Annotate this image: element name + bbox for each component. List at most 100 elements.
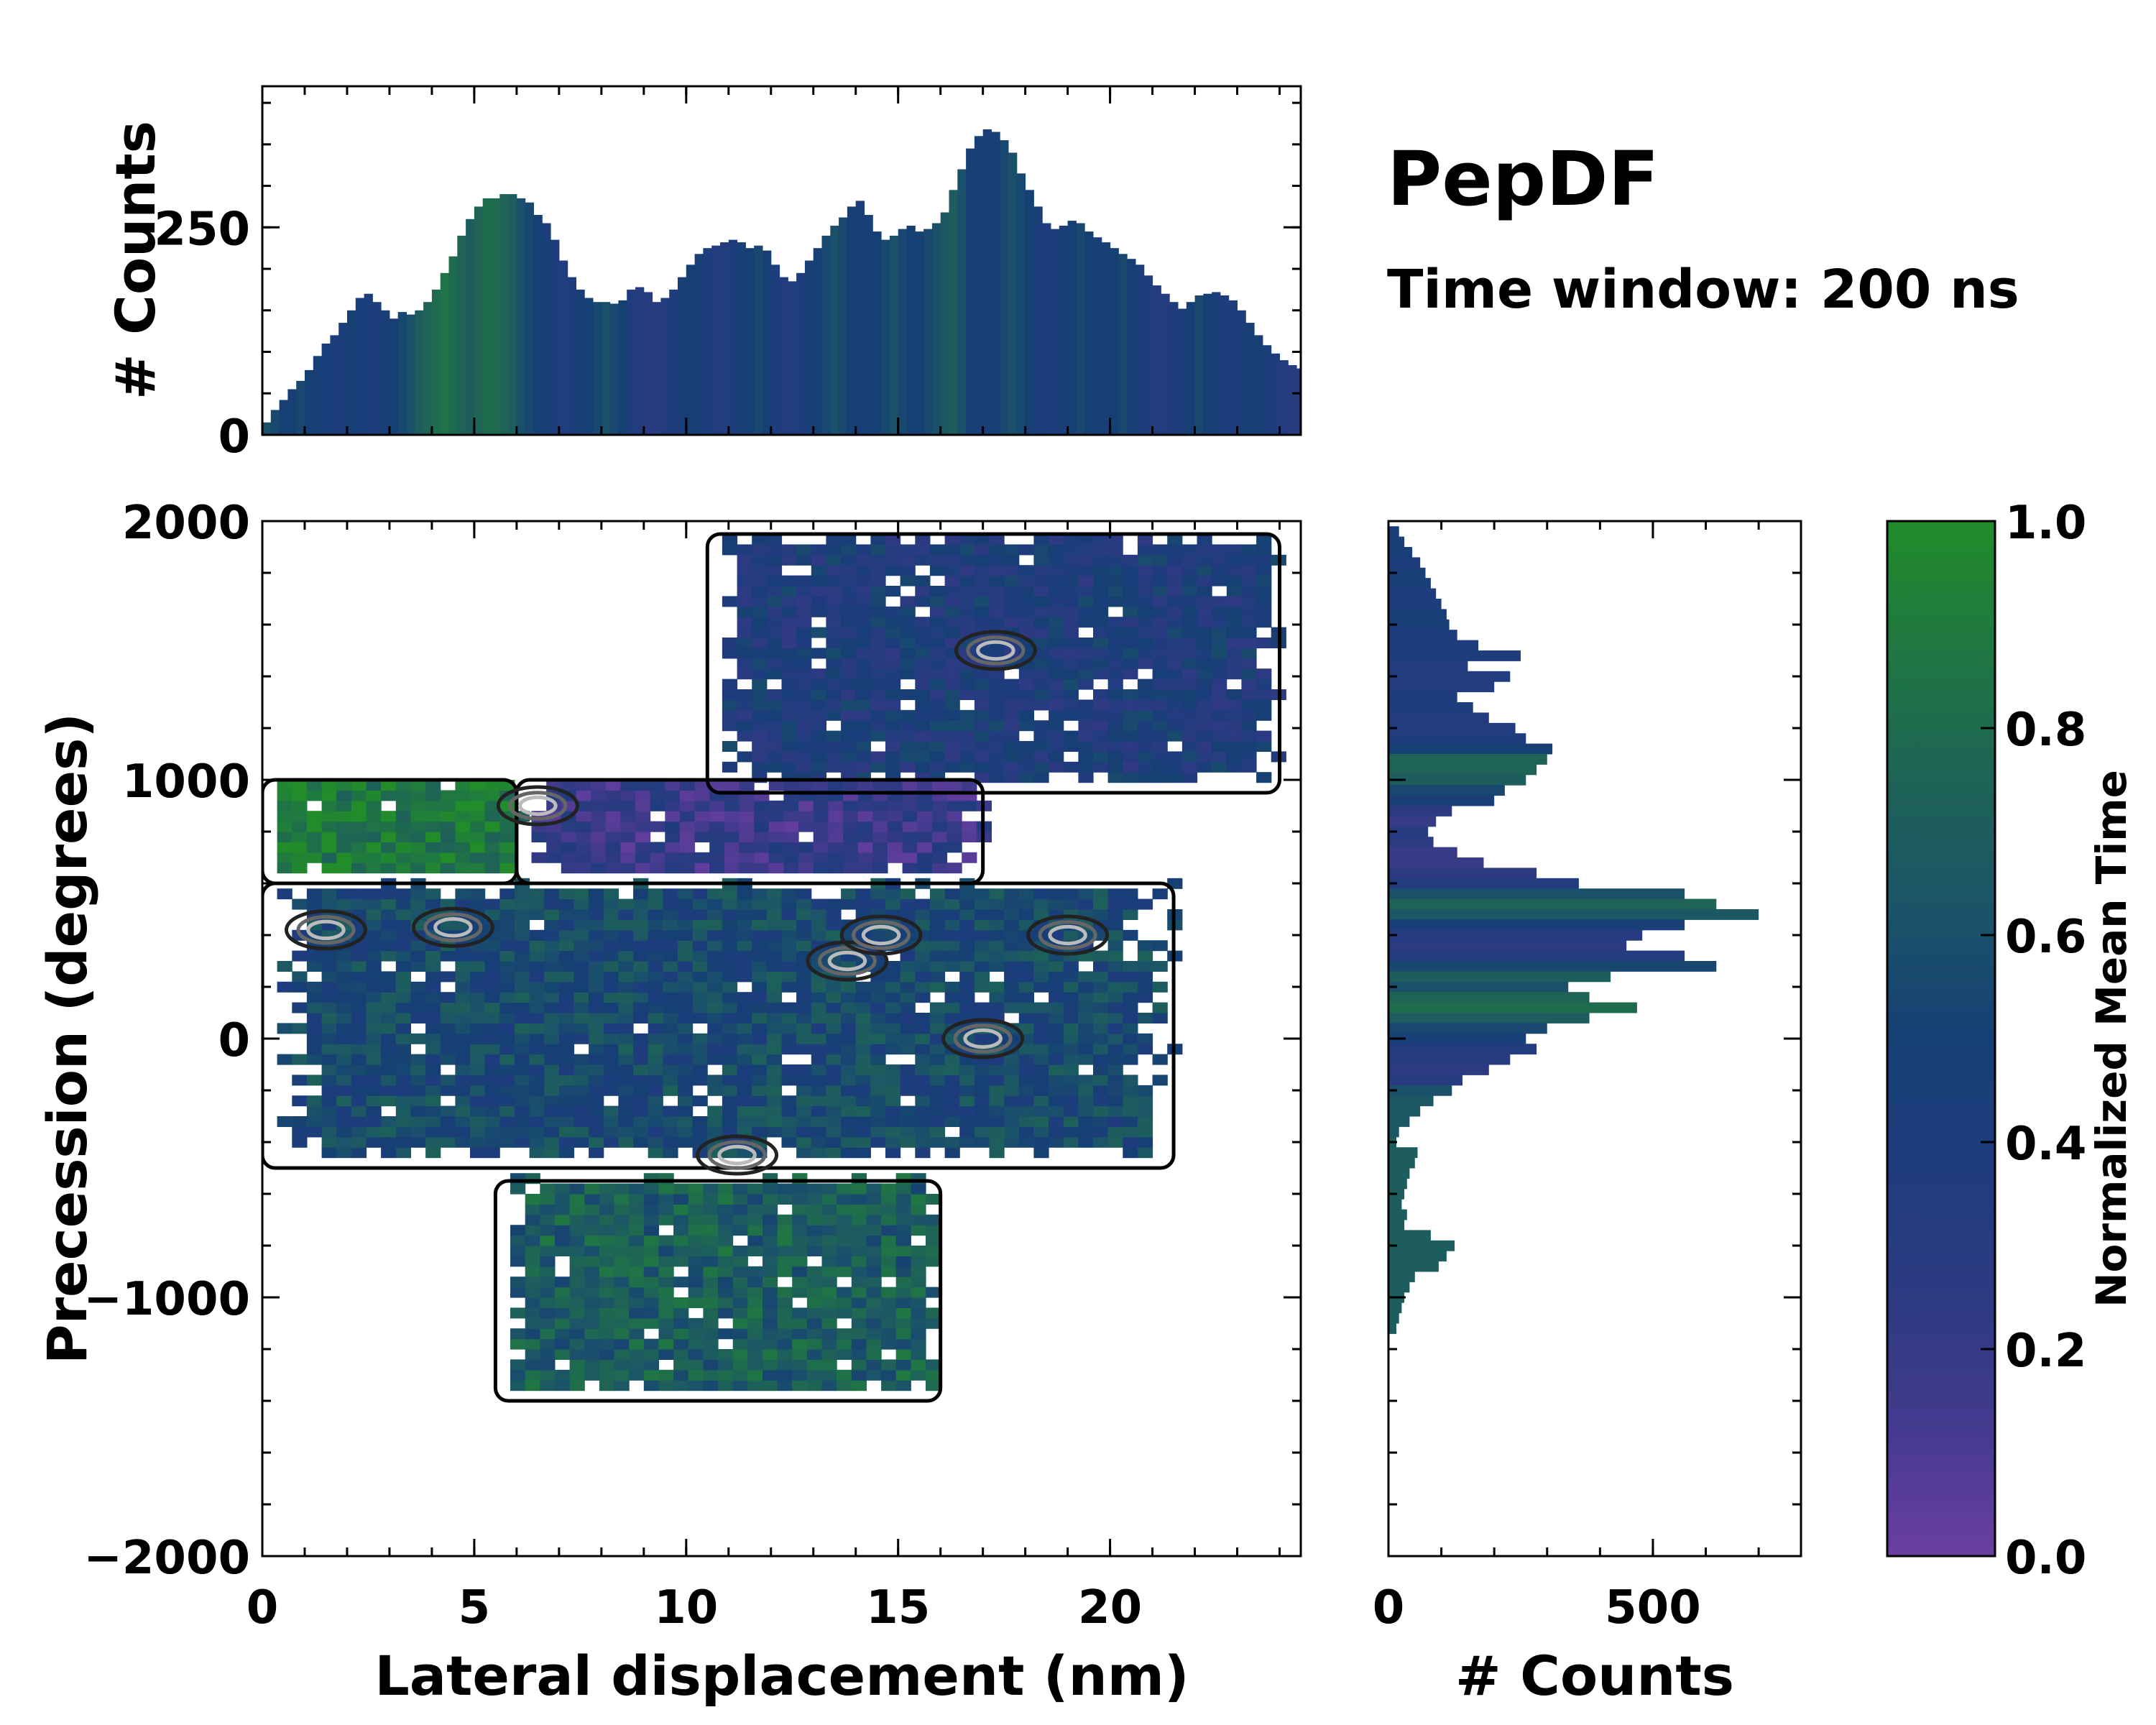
heatmap-cell — [781, 544, 797, 556]
heatmap-cell — [366, 1023, 382, 1034]
heatmap-cell — [558, 909, 575, 920]
heatmap-cell — [589, 909, 604, 920]
heatmap-cell — [855, 668, 871, 680]
heatmap-cell — [1123, 1105, 1138, 1117]
heatmap-cell — [1226, 699, 1242, 711]
heatmap-cell — [1018, 992, 1034, 1003]
contour-ring — [817, 946, 877, 976]
heatmap-cell — [855, 751, 871, 763]
heatmap-cell — [752, 565, 768, 576]
contour-ring — [423, 912, 483, 942]
heatmap-cell — [1107, 678, 1123, 690]
heatmap-cell — [895, 1194, 911, 1205]
heatmap-cell — [425, 1075, 441, 1086]
heatmap-cell — [614, 1317, 630, 1329]
heatmap-cell — [410, 842, 426, 853]
histogram-bar — [1305, 367, 1314, 435]
heatmap-cell — [584, 1214, 600, 1225]
heatmap-cell — [1078, 534, 1094, 545]
heatmap-cell — [665, 852, 681, 863]
heatmap-cell — [841, 658, 857, 669]
heatmap-cell — [351, 1126, 367, 1138]
heatmap-cell — [1167, 668, 1183, 680]
heatmap-cell — [470, 1085, 486, 1096]
heatmap-cell — [1212, 596, 1227, 607]
heatmap-cell — [614, 1359, 630, 1371]
heatmap-cell — [470, 1147, 486, 1159]
histogram-bar — [1388, 785, 1505, 796]
histogram-bar — [1388, 857, 1484, 868]
heatmap-cell — [510, 1183, 526, 1195]
heatmap-cell — [841, 1023, 857, 1034]
heatmap-cell — [806, 1359, 823, 1371]
heatmap-cell — [678, 909, 694, 920]
heatmap-cell — [989, 730, 1005, 742]
heatmap-cell — [989, 617, 1005, 628]
heatmap-cell — [277, 821, 292, 832]
contour-ring — [284, 909, 367, 951]
heatmap-cell — [1063, 668, 1079, 680]
heatmap-cell — [643, 1338, 659, 1350]
heatmap-cell — [618, 981, 634, 993]
heatmap-cell — [1049, 720, 1064, 732]
heatmap-cell — [1004, 730, 1020, 742]
heatmap-cell — [292, 1023, 308, 1034]
histogram-bar — [1051, 229, 1060, 435]
heatmap-cell — [811, 554, 826, 566]
heatmap-cell — [529, 1064, 545, 1075]
heatmap-cell — [678, 1105, 694, 1117]
heatmap-cell — [737, 720, 752, 732]
heatmap-cell — [529, 1095, 545, 1107]
heatmap-cell — [781, 1033, 797, 1044]
heatmap-cell — [766, 940, 783, 952]
heatmap-cell — [425, 1126, 441, 1138]
heatmap-cell — [277, 842, 292, 853]
heatmap-cell — [851, 1246, 867, 1256]
heatmap-cell — [425, 981, 441, 993]
heatmap-cell — [752, 658, 768, 669]
heatmap-cell — [959, 919, 975, 931]
heatmap-cell — [440, 1075, 456, 1086]
heatmap-cell — [569, 1183, 585, 1195]
heatmap-cell — [688, 1183, 704, 1195]
heatmap-cell — [766, 1095, 783, 1107]
heatmap-cell — [525, 1266, 540, 1277]
heatmap-cell — [395, 1002, 411, 1013]
heatmap-cell — [1018, 565, 1034, 576]
heatmap-cell — [781, 1023, 797, 1034]
heatmap-cell — [366, 981, 382, 993]
heatmap-cell — [796, 1033, 812, 1044]
heatmap-cell — [722, 888, 738, 900]
heatmap-cell — [989, 554, 1005, 566]
heatmap-cell — [1018, 971, 1034, 983]
heatmap-cell — [737, 699, 752, 711]
histogram-bar — [1388, 1230, 1431, 1241]
heatmap-cell — [620, 832, 636, 842]
heatmap-cell — [1197, 741, 1212, 752]
heatmap-cell — [929, 1023, 946, 1034]
heatmap-cell — [694, 862, 710, 874]
heatmap-cell — [722, 648, 738, 659]
heatmap-cell — [688, 1380, 704, 1392]
heatmap-cell — [821, 1359, 837, 1371]
heatmap-cell — [841, 992, 857, 1003]
heatmap-cell — [1197, 596, 1212, 607]
heatmap-cell — [870, 668, 886, 680]
heatmap-cell — [351, 1105, 367, 1117]
heatmap-cell — [826, 1013, 842, 1024]
heatmap-cell — [841, 1105, 857, 1117]
heatmap-cell — [1226, 648, 1242, 659]
heatmap-cell — [658, 1287, 674, 1298]
histogram-bar — [1388, 940, 1627, 952]
heatmap-cell — [798, 842, 814, 853]
heatmap-cell — [732, 1317, 748, 1329]
heatmap-cell — [544, 929, 560, 941]
histogram-bar — [1399, 392, 1407, 435]
heatmap-cell — [722, 981, 738, 993]
histogram-bar — [1388, 1075, 1462, 1086]
heatmap-cell — [1241, 720, 1257, 732]
heatmap-cell — [1063, 627, 1079, 638]
heatmap-cell — [777, 1369, 793, 1381]
heatmap-cell — [885, 709, 901, 721]
heatmap-cell — [499, 832, 515, 842]
